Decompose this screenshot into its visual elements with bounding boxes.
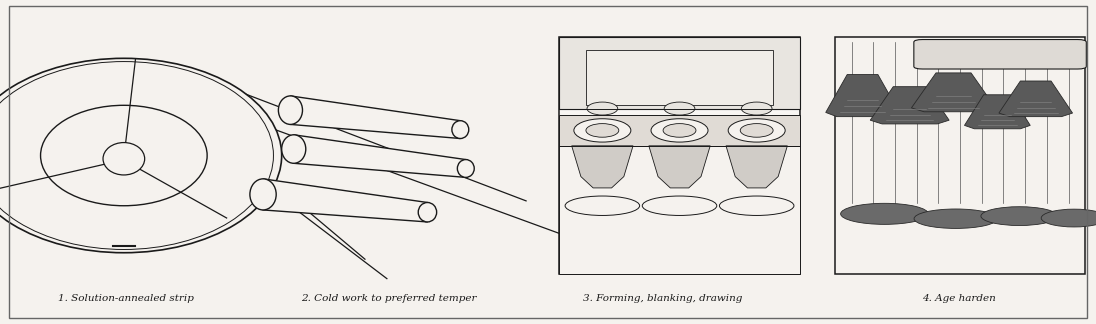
- Ellipse shape: [841, 203, 928, 224]
- Text: 2. Cold work to preferred temper: 2. Cold work to preferred temper: [301, 294, 477, 303]
- Ellipse shape: [740, 124, 773, 137]
- Bar: [559, 37, 800, 109]
- Ellipse shape: [664, 102, 695, 115]
- Bar: [586, 50, 773, 105]
- Polygon shape: [290, 96, 460, 139]
- Polygon shape: [825, 75, 900, 117]
- Ellipse shape: [419, 202, 436, 222]
- Bar: [835, 37, 1085, 274]
- FancyBboxPatch shape: [914, 40, 1086, 69]
- Ellipse shape: [250, 179, 276, 210]
- Bar: [559, 37, 800, 274]
- Ellipse shape: [651, 119, 708, 142]
- Ellipse shape: [586, 124, 619, 137]
- Ellipse shape: [981, 207, 1058, 226]
- Ellipse shape: [452, 121, 469, 139]
- Ellipse shape: [587, 102, 618, 115]
- Ellipse shape: [741, 102, 772, 115]
- Ellipse shape: [642, 196, 717, 215]
- Polygon shape: [726, 146, 787, 188]
- Polygon shape: [649, 146, 710, 188]
- Bar: [559, 115, 800, 146]
- Ellipse shape: [663, 124, 696, 137]
- Ellipse shape: [574, 119, 631, 142]
- Polygon shape: [263, 179, 427, 222]
- Text: 3. Forming, blanking, drawing: 3. Forming, blanking, drawing: [583, 294, 743, 303]
- Polygon shape: [998, 81, 1073, 117]
- Polygon shape: [912, 73, 995, 112]
- Ellipse shape: [41, 105, 207, 206]
- Ellipse shape: [719, 196, 794, 215]
- Ellipse shape: [566, 196, 640, 215]
- Ellipse shape: [457, 160, 475, 178]
- Text: 1. Solution-annealed strip: 1. Solution-annealed strip: [58, 294, 194, 303]
- Bar: [559, 146, 800, 274]
- Ellipse shape: [728, 119, 785, 142]
- Text: 4. Age harden: 4. Age harden: [922, 294, 996, 303]
- Polygon shape: [294, 135, 466, 178]
- Ellipse shape: [0, 58, 282, 253]
- Ellipse shape: [282, 135, 306, 163]
- Ellipse shape: [1041, 209, 1096, 227]
- Polygon shape: [964, 95, 1030, 129]
- Ellipse shape: [103, 143, 145, 175]
- Ellipse shape: [278, 96, 302, 124]
- Polygon shape: [572, 146, 633, 188]
- Ellipse shape: [914, 209, 997, 228]
- Polygon shape: [870, 87, 949, 124]
